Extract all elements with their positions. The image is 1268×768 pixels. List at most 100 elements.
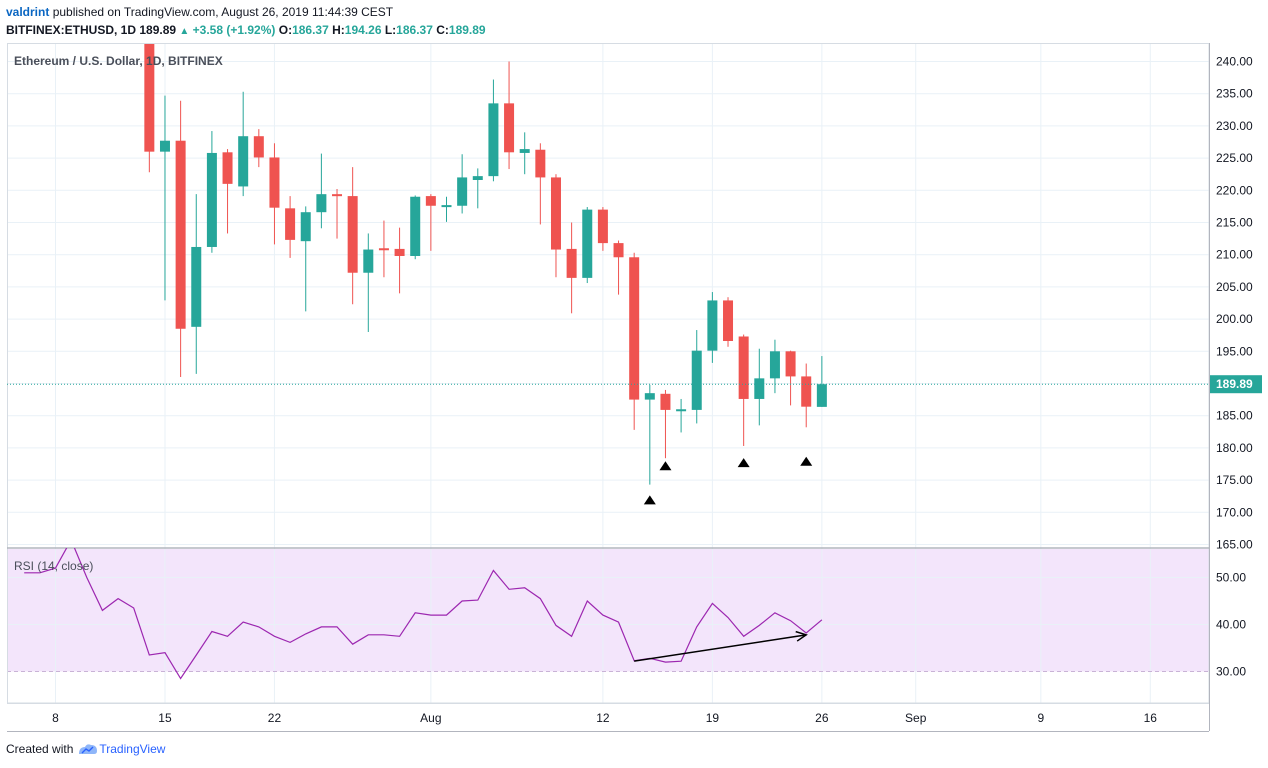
published-text: published on TradingView.com, August 26,… <box>52 5 394 19</box>
candle-body <box>300 212 311 242</box>
candle <box>238 91 249 197</box>
candle-body <box>332 194 343 197</box>
last-price-tag-label: 189.89 <box>1216 377 1253 391</box>
candle-body <box>191 246 202 327</box>
candle-body <box>629 257 640 400</box>
price-tick-label: 230.00 <box>1216 119 1253 133</box>
time-tick-label: 8 <box>52 711 59 725</box>
symbol-label: BITFINEX:ETHUSD, 1D <box>6 23 137 37</box>
candle <box>738 334 749 446</box>
triangle-marker-icon <box>659 461 672 471</box>
candle <box>332 189 343 239</box>
candle <box>769 339 780 394</box>
price-tick-label: 180.00 <box>1216 441 1253 455</box>
candle-body <box>410 196 421 256</box>
candle <box>394 227 405 294</box>
price-tick-label: 165.00 <box>1216 538 1253 552</box>
candle-body <box>347 196 358 273</box>
time-tick-label: 19 <box>706 711 720 725</box>
rsi-tick-label: 50.00 <box>1216 571 1246 585</box>
candle <box>175 100 186 378</box>
candle <box>660 389 671 459</box>
rsi-pane <box>24 548 823 680</box>
candle <box>566 222 577 314</box>
candle <box>222 149 233 234</box>
price-tick-label: 195.00 <box>1216 344 1253 358</box>
rsi-band <box>7 549 1209 672</box>
candle-body <box>582 209 593 278</box>
candle-body <box>488 103 499 177</box>
candle <box>159 95 170 301</box>
candle-body <box>676 409 687 412</box>
candle-body <box>222 152 233 184</box>
candle-body <box>550 177 561 250</box>
price-tick-label: 170.00 <box>1216 505 1253 519</box>
candle-body <box>394 248 405 256</box>
candle <box>441 196 452 222</box>
candle-body <box>707 300 718 351</box>
candle <box>629 252 640 430</box>
candle <box>191 194 202 374</box>
candle-body <box>597 209 608 244</box>
candle-body <box>441 205 452 208</box>
candle-body <box>253 136 264 158</box>
candle-body <box>159 140 170 152</box>
low-label: L: <box>384 23 397 37</box>
price-tick-label: 205.00 <box>1216 280 1253 294</box>
price-tick-label: 225.00 <box>1216 151 1253 165</box>
candle <box>363 233 374 332</box>
symbol-info: BITFINEX:ETHUSD, 1D 189.89 ▲ +3.58 (+1.9… <box>6 23 486 37</box>
candle <box>472 168 483 209</box>
candle-body <box>660 393 671 410</box>
candle-body <box>206 152 217 247</box>
price-tick-label: 220.00 <box>1216 183 1253 197</box>
candle-body <box>425 196 436 206</box>
candle-body <box>691 350 702 410</box>
time-tick-label: 22 <box>268 711 282 725</box>
author-link[interactable]: valdrint <box>6 5 50 19</box>
price-pane <box>7 44 1209 505</box>
candle-body <box>363 249 374 273</box>
divergence-arrow-line <box>634 634 807 662</box>
candle <box>707 292 718 363</box>
candle-body <box>769 351 780 379</box>
candle-body <box>816 384 827 407</box>
candle <box>300 206 311 312</box>
footer: Created with TradingView <box>6 742 165 756</box>
candle <box>504 61 515 170</box>
tradingview-brand[interactable]: TradingView <box>77 742 165 756</box>
open-value: 186.37 <box>292 23 329 37</box>
arrow-head-icon <box>795 630 808 642</box>
last-price: 189.89 <box>139 23 177 37</box>
price-change: +3.58 (+1.92%) <box>192 23 276 37</box>
high-label: H: <box>332 23 345 37</box>
candle <box>519 132 530 175</box>
triangle-marker-icon <box>737 458 750 468</box>
candle <box>488 79 499 182</box>
candle <box>582 207 593 284</box>
candle <box>457 154 468 214</box>
time-tick-label: 26 <box>815 711 829 725</box>
triangle-marker-icon <box>800 456 813 466</box>
candle <box>785 350 796 406</box>
triangle-marker-icon <box>643 495 656 505</box>
candle <box>691 330 702 424</box>
candle-body <box>144 44 155 152</box>
candle <box>144 44 155 173</box>
price-tick-label: 185.00 <box>1216 409 1253 423</box>
price-tick-label: 235.00 <box>1216 87 1253 101</box>
open-label: O: <box>278 23 293 37</box>
price-tick-label: 210.00 <box>1216 248 1253 262</box>
candle-body <box>801 376 812 407</box>
price-tick-label: 240.00 <box>1216 55 1253 69</box>
candle <box>816 356 827 407</box>
candle <box>801 363 812 428</box>
price-tick-label: 215.00 <box>1216 216 1253 230</box>
time-tick-label: 9 <box>1037 711 1044 725</box>
candle <box>535 143 546 225</box>
candle <box>269 143 280 245</box>
candle-body <box>457 177 468 206</box>
candle <box>316 153 327 229</box>
publish-info: valdrint published on TradingView.com, A… <box>6 5 393 19</box>
